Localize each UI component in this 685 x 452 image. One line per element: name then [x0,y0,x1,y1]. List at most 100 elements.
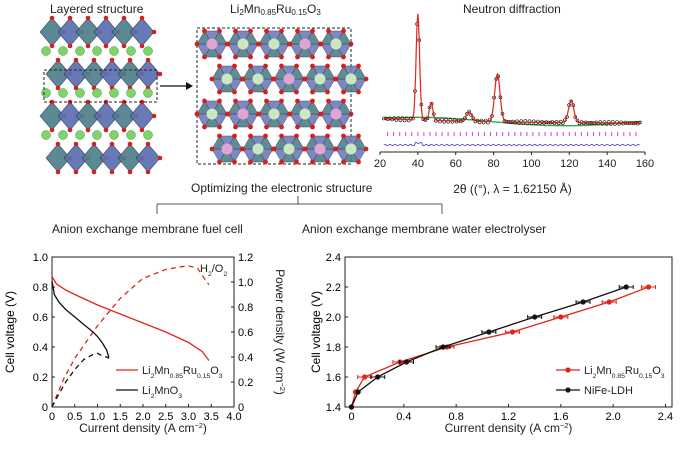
neutron-diffraction-chart: 20 40 60 80 100 120 140 160 2θ ((°), λ = 1.62150… [374,13,654,196]
oxygen-atom [157,71,163,77]
data-point [348,404,355,410]
oxygen-atom [341,124,346,130]
lithium-atom [143,46,153,56]
oxygen-atom [109,141,115,147]
oxygen-atom [264,28,269,34]
y-tick-label-right: 0.4 [238,352,253,364]
center-atom [221,143,233,155]
oxygen-atom [85,99,91,105]
oxygen-atom [248,133,253,139]
center-atom [299,108,311,120]
center-atom [237,38,249,50]
oxygen-atom [103,127,109,133]
oxygen-atom [217,98,222,104]
x-tick-label: 120 [560,158,578,170]
x-tick-label: 1.5 [113,411,128,423]
observed-point [569,99,574,104]
oxygen-atom [279,28,284,34]
lithium-atom [126,130,136,140]
oxygen-atom [271,146,277,152]
center-atom [314,73,326,85]
lithium-atom [126,46,136,56]
oxygen-atom [233,98,238,104]
y-tick-label: 2.4 [326,252,341,264]
power-curve [51,265,210,408]
oxygen-atom [127,141,133,147]
oxygen-atom [91,57,97,63]
oxygen-atom [91,141,97,147]
oxygen-atom [217,133,222,139]
x-tick-label: 0.5 [67,411,82,423]
oxygen-atom [55,169,61,175]
x-tick-label: 2.5 [158,411,173,423]
electrolyser-chart: 0 0.4 0.8 1.2 1.6 2.0 2.4 1.4 1.6 1.8 2.0 2.2 2.4 Li2… [309,252,673,435]
oxygen-atom [341,63,346,69]
oxygen-atom [326,54,331,60]
center-atom [237,108,249,120]
fuel-annotation: H2/O2 [200,263,227,278]
oxygen-atom [333,146,339,152]
power-curve [51,352,110,408]
x-tick-label: 2.0 [135,411,150,423]
x-tick-label: 60 [450,158,462,170]
oxygen-atom [232,133,237,139]
oxygen-atom [139,15,145,21]
oxygen-atom [263,63,268,69]
x-tick-label: 160 [636,158,654,170]
lithium-atom [92,130,102,140]
x-axis-label: Current density (A cm−2) [79,421,207,436]
honeycomb-structure-illustration [194,28,369,165]
oxygen-atom [248,159,253,165]
data-point [440,344,446,350]
center-atom [252,73,264,85]
data-point [606,299,612,305]
octahedron [135,143,161,173]
oxygen-atom [248,98,253,104]
observed-point [394,118,399,122]
oxygen-atom [225,111,231,117]
oxygen-atom [145,141,151,147]
data-point [355,389,361,395]
y-tick-label-left: 1.0 [33,252,48,264]
oxygen-atom [103,43,109,49]
difference-line [383,141,640,147]
oxygen-atom [256,41,262,47]
oxygen-atom [49,43,55,49]
y-tick-label-right: 0 [238,402,244,414]
oxygen-atom [194,111,200,117]
oxygen-atom [85,43,91,49]
oxygen-atom [121,43,127,49]
oxygen-atom [67,43,73,49]
legend-label: Li2MnO3 [142,385,182,400]
x-tick-label: 100 [522,158,540,170]
oxygen-atom [302,146,308,152]
x-tick-label: 40 [412,158,424,170]
oxygen-atom [225,41,231,47]
lithium-atom [109,130,119,140]
oxygen-atom [145,57,151,63]
y-tick-label-left: 0 [42,402,48,414]
oxygen-atom [202,124,207,130]
oxygen-atom [233,28,238,34]
data-point [509,329,515,335]
oxygen-atom [310,89,315,95]
oxygen-atom [248,54,253,60]
oxygen-atom [109,57,115,63]
oxygen-atom [49,127,55,133]
center-atom [268,38,280,50]
oxygen-atom [109,169,115,175]
x-tick-label: 140 [598,158,616,170]
oxygen-atom [139,127,145,133]
layered-structure-illustration [39,15,163,175]
observed-point [533,121,538,125]
oxygen-atom [91,169,97,175]
voltage-curve [51,280,110,358]
lithium-atom [92,88,102,98]
oxygen-atom [127,57,133,63]
fuel-cell-label: Anion exchange membrane fuel cell [52,222,243,236]
oxygen-atom [157,155,163,161]
oxygen-atom [325,159,330,165]
oxygen-atom [202,98,207,104]
oxygen-atom [279,98,284,104]
y-tick-label: 2.2 [326,282,341,294]
